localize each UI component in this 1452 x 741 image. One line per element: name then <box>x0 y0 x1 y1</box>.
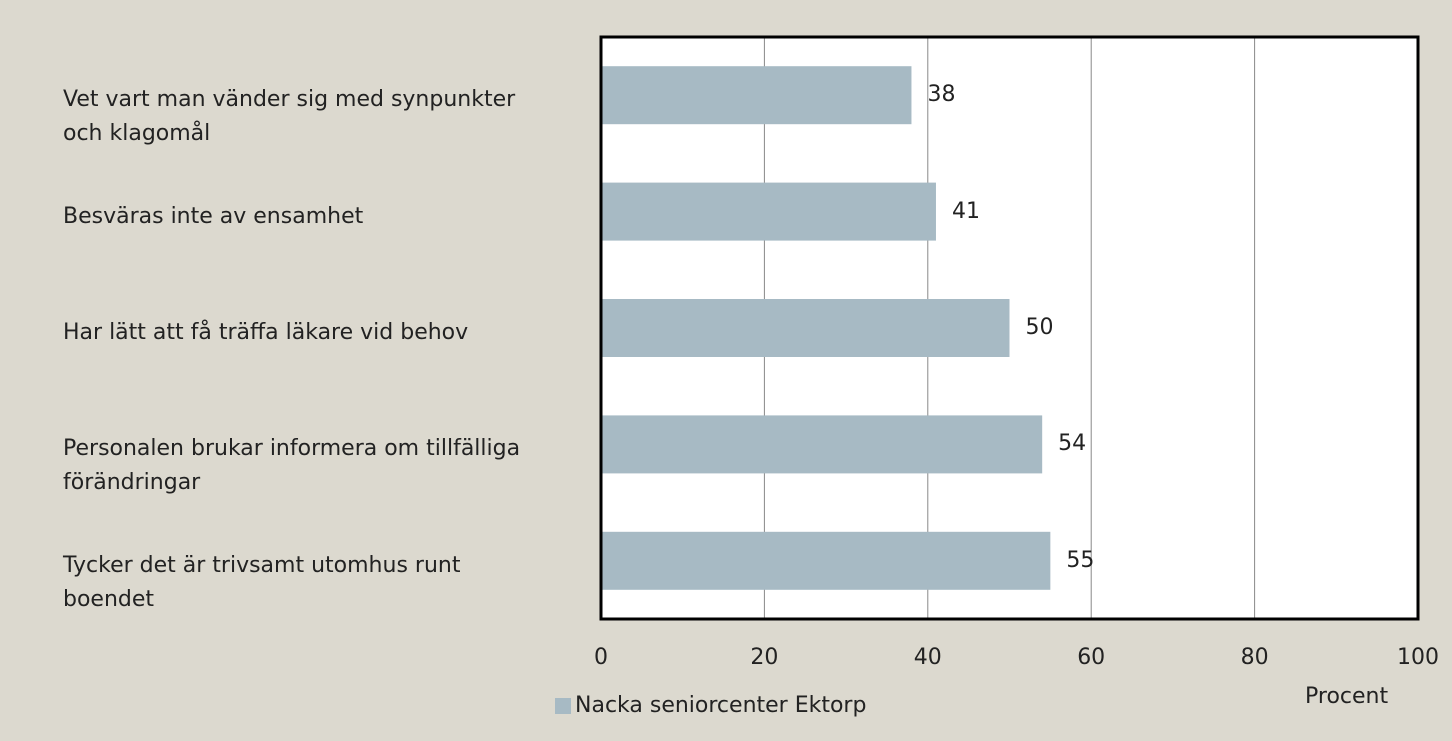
category-label: Vet vart man vänder sig med synpunkter o… <box>63 87 516 147</box>
category-label: Personalen brukar informera om tillfälli… <box>63 436 521 496</box>
bar <box>601 415 1043 474</box>
bar <box>601 182 936 241</box>
x-tick-label: 60 <box>1077 645 1106 670</box>
data-label: 54 <box>1058 431 1087 457</box>
bar <box>601 299 1010 357</box>
x-tick-label: 40 <box>913 645 942 670</box>
x-tick-label: 80 <box>1240 645 1269 670</box>
data-label: 50 <box>1025 315 1054 340</box>
x-tick-label: 0 <box>594 645 608 670</box>
x-tick-label: 100 <box>1397 645 1439 670</box>
bar <box>601 531 1051 590</box>
data-label: 41 <box>951 198 980 224</box>
x-tick-label: 20 <box>750 645 779 670</box>
category-label: Besväras inte av ensamhet <box>63 203 364 229</box>
data-label: 38 <box>927 82 956 108</box>
category-label: Tycker det är trivsamt utomhus runt boen… <box>63 552 461 612</box>
legend-swatch <box>555 698 571 714</box>
data-label: 55 <box>1066 547 1095 573</box>
category-label: Har lätt att få träffa läkare vid behov <box>63 320 469 345</box>
legend-label: Nacka seniorcenter Ektorp <box>575 693 867 718</box>
x-axis-label: Procent <box>1305 684 1389 709</box>
bar <box>601 66 912 125</box>
plot-border <box>599 35 1420 621</box>
